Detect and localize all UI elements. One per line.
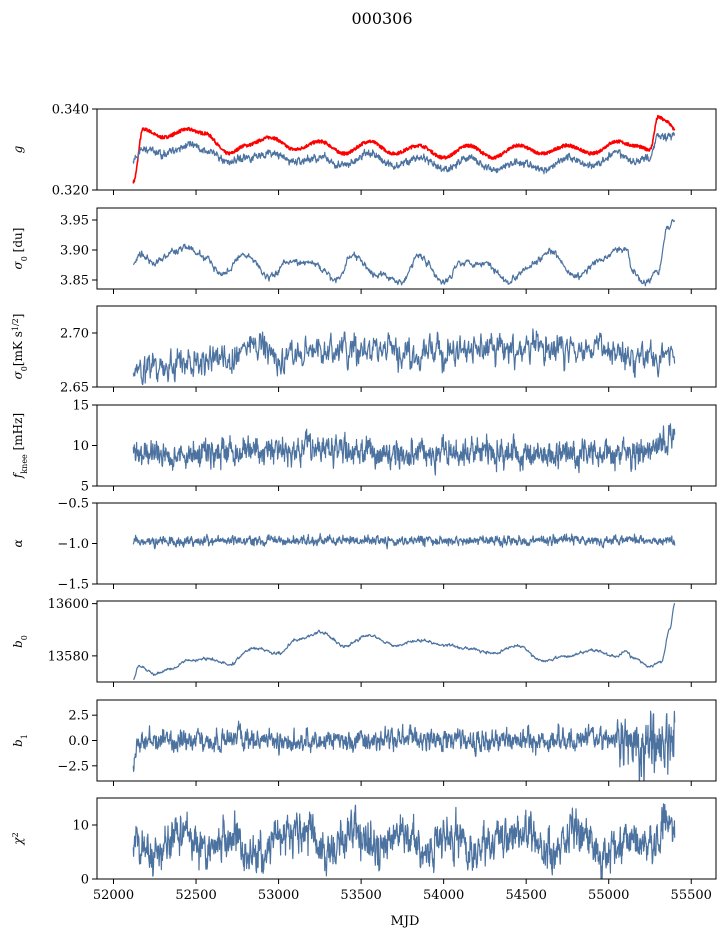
- y-tick-label: 2.5: [68, 709, 89, 724]
- chart-title: 000306: [351, 9, 412, 28]
- y-axis-label: b0: [11, 635, 29, 648]
- y-axis-label: σ0[mK s1/2]: [11, 314, 29, 380]
- series-line-0: [132, 423, 676, 476]
- x-axis-label: MJD: [391, 914, 420, 929]
- panel-fknee-mhz: 5 10 15 fknee [mHz]: [11, 399, 717, 495]
- series-group: [132, 532, 676, 550]
- panel-g: 0.320 0.340 g: [11, 103, 717, 199]
- series-line-0: [132, 114, 676, 184]
- x-tick-label: 55500: [671, 888, 712, 903]
- y-tick-label: 13580: [48, 649, 89, 664]
- series-line-0: [132, 710, 676, 781]
- subplot-stack: 0.320 0.340 g 3.85 3.90 3.95 σ0 [du] 2.65 2.70 σ0…: [11, 103, 717, 903]
- y-tick-label: −2.5: [57, 759, 89, 774]
- y-tick-label: −0.5: [57, 497, 89, 512]
- panel-0-du: 3.85 3.90 3.95 σ0 [du]: [11, 207, 717, 294]
- axes-frame: [96, 108, 717, 191]
- panel-0-mk-s-1-2: 2.65 2.70 σ0[mK s1/2]: [11, 305, 717, 396]
- y-tick-label: 2.65: [60, 381, 89, 396]
- y-tick-label: 0.340: [52, 103, 89, 118]
- series-line-0: [132, 328, 676, 386]
- y-tick-label: −1.0: [57, 537, 89, 552]
- axes-frame: [96, 797, 717, 880]
- series-group: [132, 328, 676, 386]
- y-tick-label: 5: [81, 480, 89, 495]
- y-tick-label: 3.95: [60, 214, 89, 229]
- series-group: [132, 114, 676, 184]
- series-line-0: [132, 218, 676, 287]
- y-tick-label: 0: [81, 873, 89, 888]
- y-tick-label: 2.70: [60, 327, 89, 342]
- series-group: [132, 423, 676, 476]
- series-line-1: [132, 131, 676, 175]
- y-axis-label: b1: [11, 734, 29, 747]
- axes-frame: [96, 305, 717, 388]
- x-tick-label: 54000: [423, 888, 464, 903]
- panel-: −1.5 −1.0 −0.5 α: [11, 497, 717, 593]
- axes-frame: [96, 600, 717, 683]
- y-axis-label: σ0 [du]: [11, 228, 29, 270]
- series-line-0: [133, 602, 676, 680]
- series-line-0: [132, 532, 676, 550]
- y-tick-label: 0.0: [68, 734, 89, 749]
- y-tick-label: −1.5: [57, 578, 89, 593]
- y-tick-label: 10: [72, 819, 89, 834]
- y-tick-label: 0.320: [52, 184, 89, 199]
- panel-2: 0 10 52000 52500 53000 53500 54000 54500 55000 55…: [11, 797, 717, 903]
- panel-b1: −2.5 0.0 2.5 b1: [11, 699, 717, 786]
- x-tick-label: 52500: [175, 888, 216, 903]
- y-axis-label: g: [11, 145, 25, 153]
- x-tick-label: 53000: [258, 888, 299, 903]
- series-group: [132, 710, 676, 781]
- x-tick-label: 54500: [505, 888, 546, 903]
- panel-b0: 13580 13600 b0: [11, 597, 717, 687]
- axes-frame: [96, 207, 717, 290]
- axes-frame: [96, 404, 717, 487]
- y-tick-label: 3.90: [60, 244, 89, 259]
- y-tick-label: 10: [72, 439, 89, 454]
- x-tick-label: 53500: [340, 888, 381, 903]
- x-tick-label: 55000: [588, 888, 629, 903]
- y-axis-label: fknee [mHz]: [11, 413, 29, 479]
- series-group: [132, 803, 676, 879]
- series-group: [133, 602, 676, 680]
- y-axis-label: α: [11, 539, 25, 547]
- x-tick-label: 52000: [93, 888, 134, 903]
- y-tick-label: 15: [72, 399, 89, 414]
- series-group: [132, 218, 676, 287]
- y-tick-label: 3.85: [60, 274, 89, 289]
- series-line-0: [132, 803, 676, 879]
- y-tick-label: 13600: [48, 597, 89, 612]
- y-axis-label: χ2: [11, 832, 26, 845]
